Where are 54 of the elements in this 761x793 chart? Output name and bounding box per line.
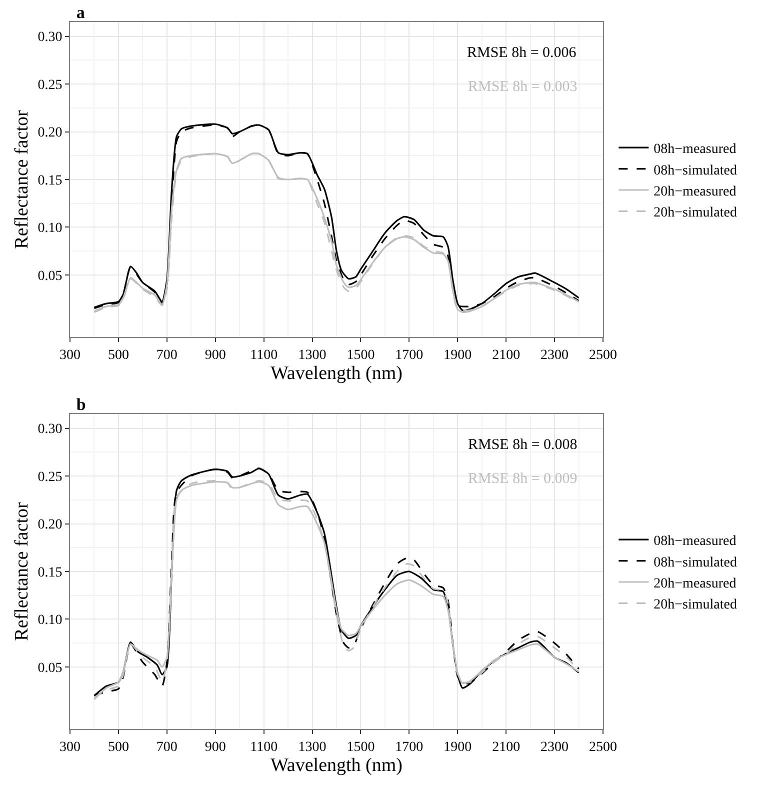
y-tick-label: 0.15 — [38, 565, 62, 580]
x-tick-label: 500 — [108, 348, 129, 363]
y-tick-label: 0.15 — [38, 173, 62, 188]
annotation: RMSE 8h = 0.003 — [468, 79, 578, 95]
x-tick-label: 1300 — [298, 348, 326, 363]
x-tick-label: 900 — [204, 348, 226, 363]
y-tick-label: 0.30 — [38, 30, 62, 46]
legend-label: 20h−simulated — [654, 598, 738, 613]
x-tick-label: 700 — [156, 740, 178, 755]
x-tick-label: 1500 — [346, 740, 375, 755]
legend-label: 08h−measured — [654, 142, 736, 158]
annotation: RMSE 8h = 0.006 — [467, 45, 577, 61]
y-tick-label: 0.20 — [38, 126, 62, 141]
annotation: RMSE 8h = 0.009 — [468, 471, 578, 487]
y-tick-label: 0.05 — [38, 660, 62, 676]
x-tick-label: 900 — [204, 740, 226, 755]
chart-title: b — [76, 394, 86, 414]
x-tick-label: 1900 — [444, 740, 472, 755]
legend-label: 08h−measured — [654, 534, 736, 550]
x-tick-label: 300 — [60, 740, 80, 755]
x-tick-label: 1700 — [395, 348, 424, 363]
y-tick-label: 0.20 — [38, 518, 62, 533]
x-tick-label: 300 — [60, 348, 80, 363]
y-tick-label: 0.30 — [38, 422, 62, 438]
x-axis-title: Wavelength (nm) — [270, 754, 402, 776]
x-tick-label: 1900 — [444, 348, 472, 363]
x-tick-label: 1300 — [298, 740, 326, 755]
x-tick-label: 2500 — [589, 740, 617, 755]
x-tick-label: 500 — [108, 740, 129, 755]
x-tick-label: 2100 — [492, 348, 520, 363]
x-tick-label: 1500 — [346, 348, 375, 363]
x-tick-label: 1700 — [395, 740, 424, 755]
x-axis-title: Wavelength (nm) — [270, 362, 402, 384]
legend-label: 08h−simulated — [654, 163, 738, 178]
legend-label: 20h−simulated — [654, 206, 738, 221]
x-tick-label: 2500 — [589, 348, 617, 363]
y-axis-title: Reflectance factor — [12, 109, 33, 249]
y-tick-label: 0.25 — [38, 78, 62, 93]
x-tick-label: 1100 — [250, 348, 278, 363]
x-tick-label: 2100 — [492, 740, 520, 755]
x-tick-label: 1100 — [250, 740, 278, 755]
legend-label: 08h−simulated — [654, 555, 738, 570]
chart-title: a — [76, 2, 86, 22]
y-axis-title: Reflectance factor — [12, 501, 33, 641]
y-tick-label: 0.10 — [38, 221, 62, 236]
legend-label: 20h−measured — [654, 576, 736, 592]
x-tick-label: 2300 — [540, 740, 569, 755]
x-tick-label: 700 — [156, 348, 178, 363]
x-tick-label: 2300 — [540, 348, 569, 363]
annotation: RMSE 8h = 0.008 — [468, 437, 578, 453]
y-tick-label: 0.05 — [38, 268, 62, 284]
y-tick-label: 0.25 — [38, 470, 62, 485]
legend-label: 20h−measured — [654, 184, 736, 200]
y-tick-label: 0.10 — [38, 613, 62, 628]
